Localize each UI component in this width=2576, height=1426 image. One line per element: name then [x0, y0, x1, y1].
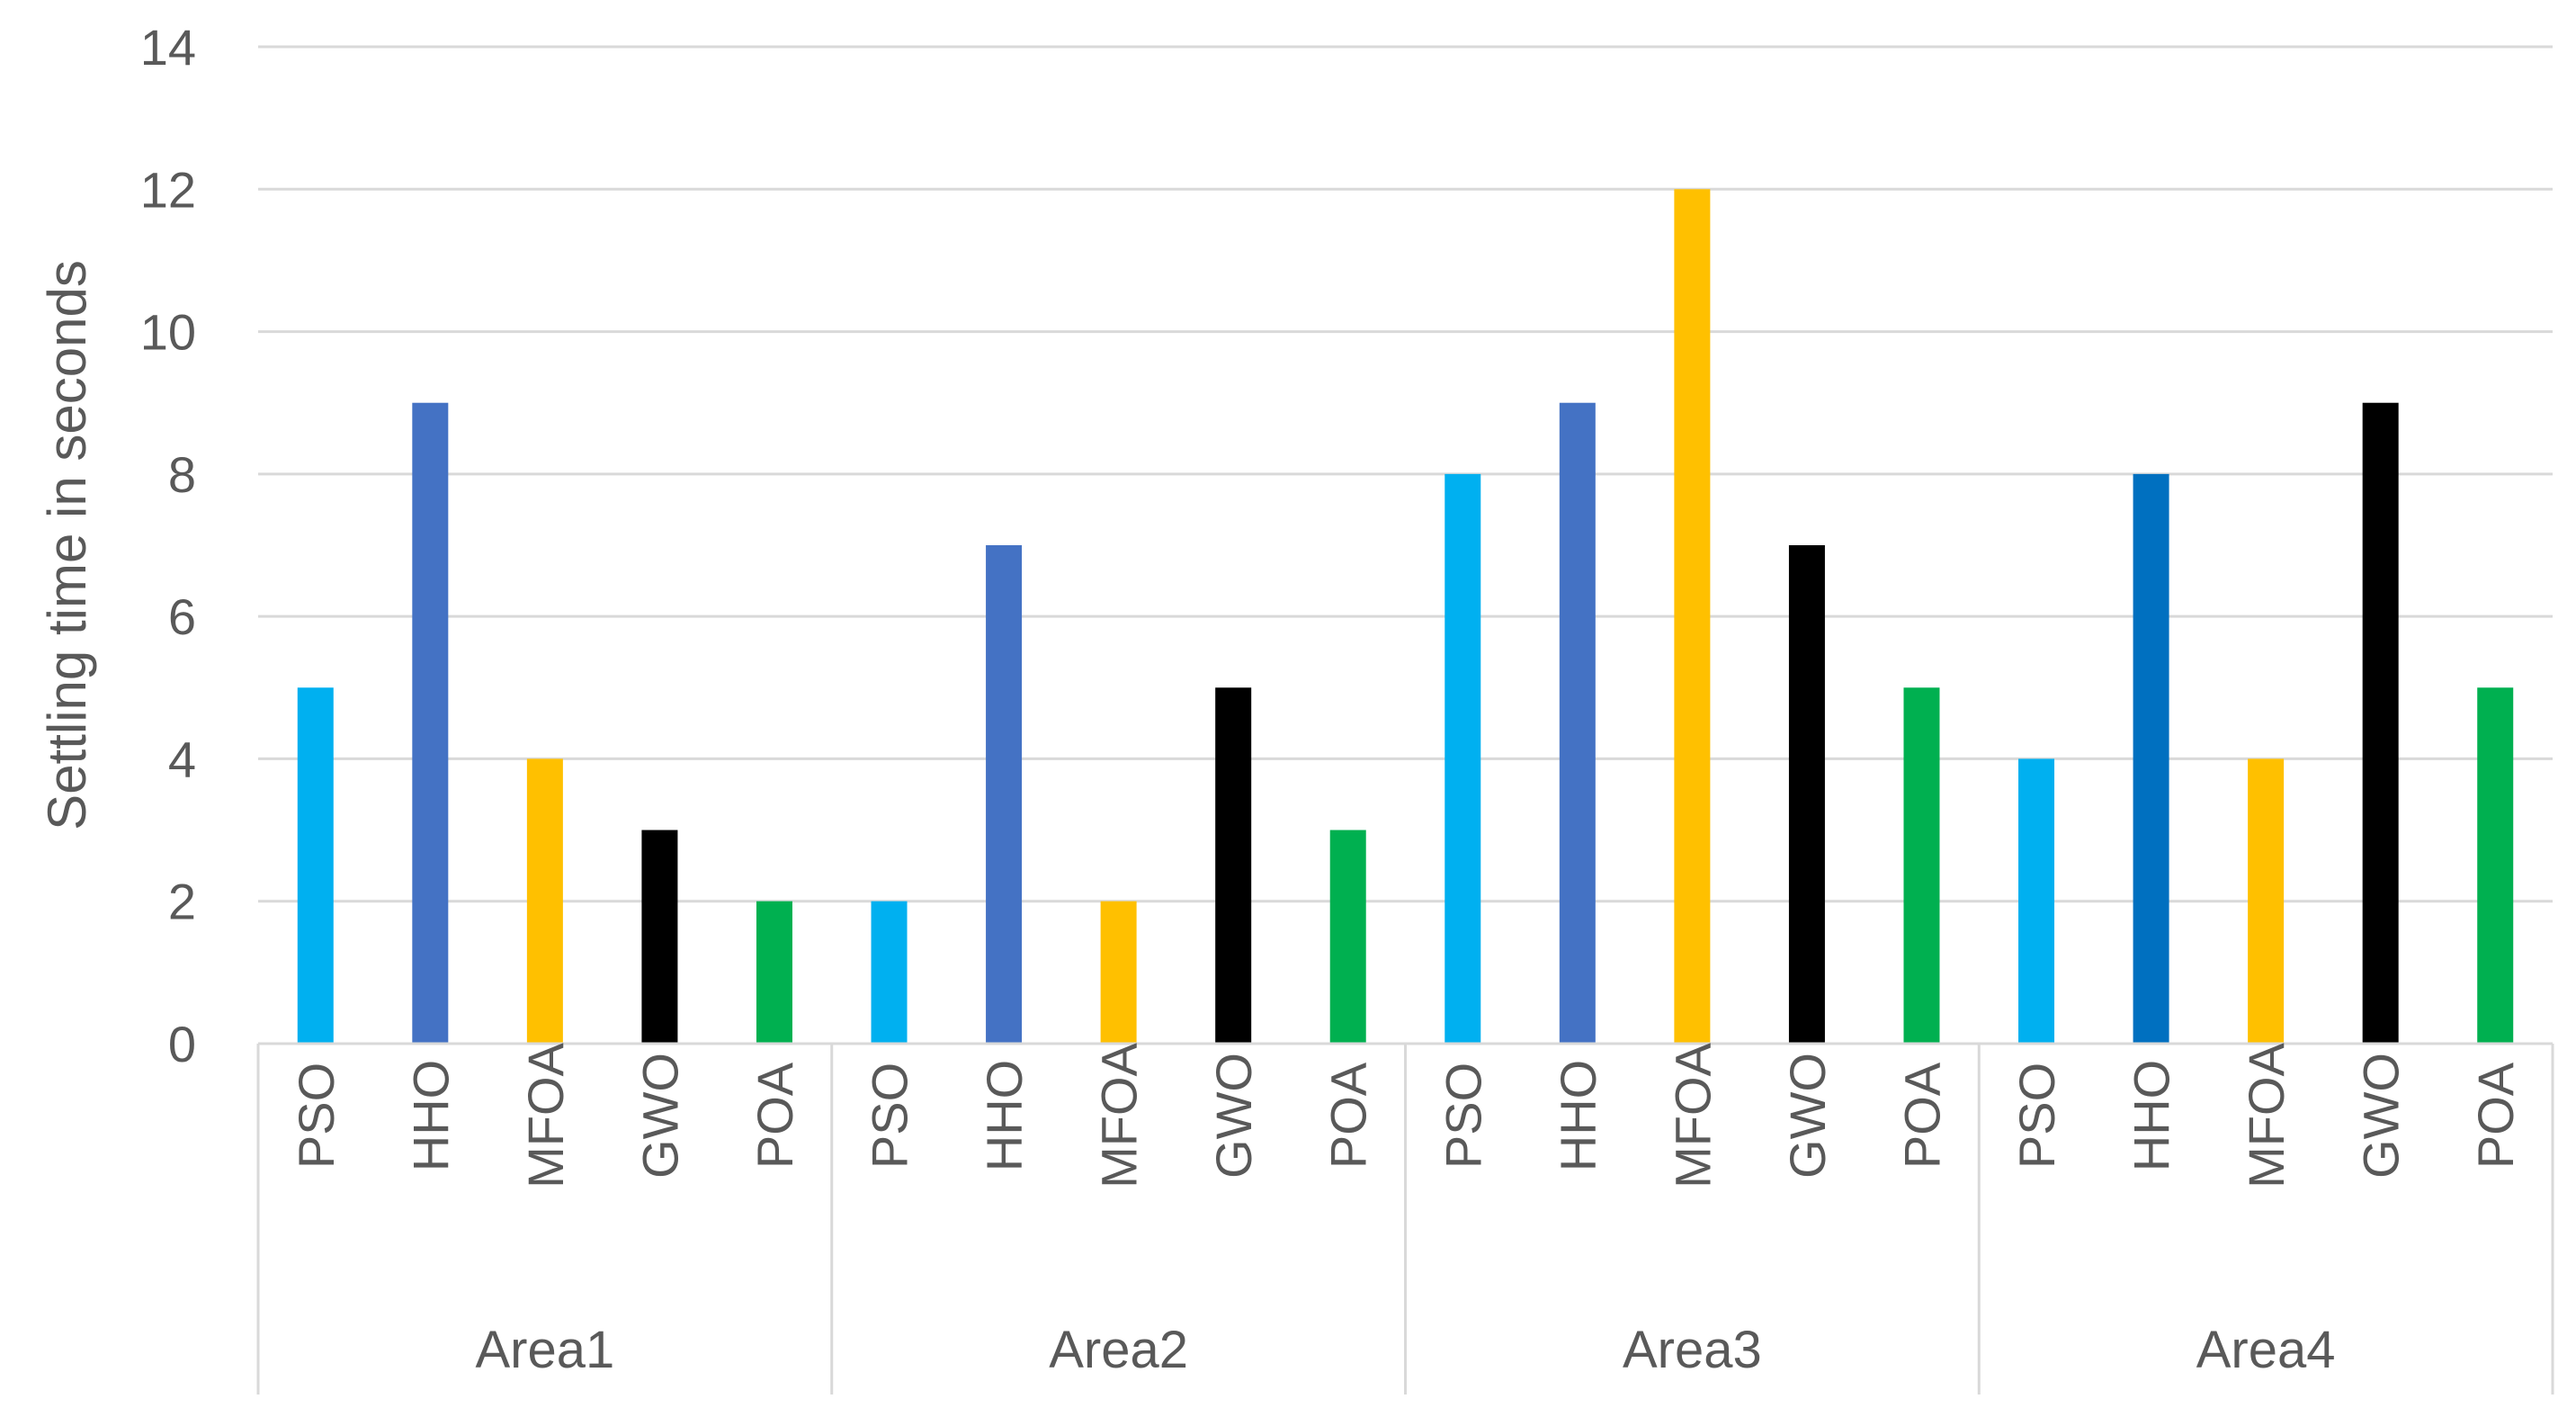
y-tick-label: 14	[140, 19, 196, 76]
gridlines	[258, 45, 2553, 903]
bar-area1-mfoa	[526, 758, 563, 1044]
y-tick-label: 0	[168, 1016, 196, 1072]
x-category-label: HHO	[976, 1060, 1033, 1171]
x-category-label: POA	[2467, 1062, 2524, 1169]
bar-area2-hho	[986, 545, 1023, 1044]
y-tick-label: 2	[168, 874, 196, 930]
y-axis-ticks: 0 2 4 6 8 10 12 14	[140, 19, 196, 1072]
x-axis: PSO HHO MFOA GWO POA Area1 PSO HHO MFOA GWO POA Are…	[256, 1042, 2554, 1395]
x-category-label: GWO	[631, 1053, 688, 1179]
bars	[297, 189, 2514, 1045]
bar-area1-poa	[756, 901, 792, 1044]
x-group-label: Area3	[1623, 1321, 1762, 1379]
x-category-label: POA	[1893, 1062, 1950, 1169]
bar-area3-poa	[1903, 687, 1940, 1044]
x-category-label: MFOA	[1664, 1042, 1721, 1188]
bar-area4-gwo	[2362, 402, 2399, 1044]
bar-area3-pso	[1445, 473, 1481, 1044]
x-category-label: POA	[747, 1062, 803, 1169]
bar-area4-pso	[2018, 758, 2055, 1044]
bar-area4-hho	[2133, 473, 2169, 1044]
x-category-label: PSO	[1435, 1063, 1491, 1169]
y-tick-label: 4	[168, 731, 196, 787]
bar-area2-mfoa	[1100, 901, 1137, 1044]
x-category-label: PSO	[862, 1063, 918, 1169]
x-category-label: HHO	[2124, 1060, 2180, 1171]
x-category-label: MFOA	[2238, 1042, 2294, 1188]
y-axis-title: Settling time in seconds	[37, 260, 97, 830]
x-group-label: Area4	[2196, 1321, 2336, 1379]
bar-area3-hho	[1559, 402, 1596, 1044]
y-tick-label: 6	[168, 588, 196, 645]
y-tick-label: 8	[168, 446, 196, 503]
bar-area4-mfoa	[2248, 758, 2285, 1044]
bar-area1-hho	[412, 402, 449, 1044]
bar-area2-pso	[871, 901, 908, 1044]
x-group-label: Area2	[1049, 1321, 1188, 1379]
bar-area3-mfoa	[1674, 189, 1711, 1045]
x-category-label: PSO	[288, 1063, 344, 1169]
x-category-label: POA	[1320, 1062, 1377, 1169]
bar-area3-gwo	[1788, 545, 1825, 1044]
x-category-label: HHO	[1550, 1060, 1606, 1171]
bar-area1-gwo	[641, 830, 678, 1044]
x-category-label: MFOA	[1091, 1042, 1148, 1188]
x-category-label: GWO	[1779, 1053, 1836, 1179]
x-category-label: GWO	[1205, 1053, 1262, 1179]
x-group-label: Area1	[475, 1321, 614, 1379]
bar-area4-poa	[2477, 687, 2514, 1044]
bar-area2-gwo	[1215, 687, 1252, 1044]
x-category-label: MFOA	[517, 1042, 574, 1188]
x-category-label: HHO	[402, 1060, 459, 1171]
x-category-label: GWO	[2353, 1053, 2410, 1179]
y-tick-label: 10	[140, 304, 196, 361]
x-category-label: PSO	[2008, 1063, 2065, 1169]
bar-area1-pso	[297, 687, 334, 1044]
y-tick-label: 12	[140, 161, 196, 218]
bar-area2-poa	[1329, 830, 1366, 1044]
